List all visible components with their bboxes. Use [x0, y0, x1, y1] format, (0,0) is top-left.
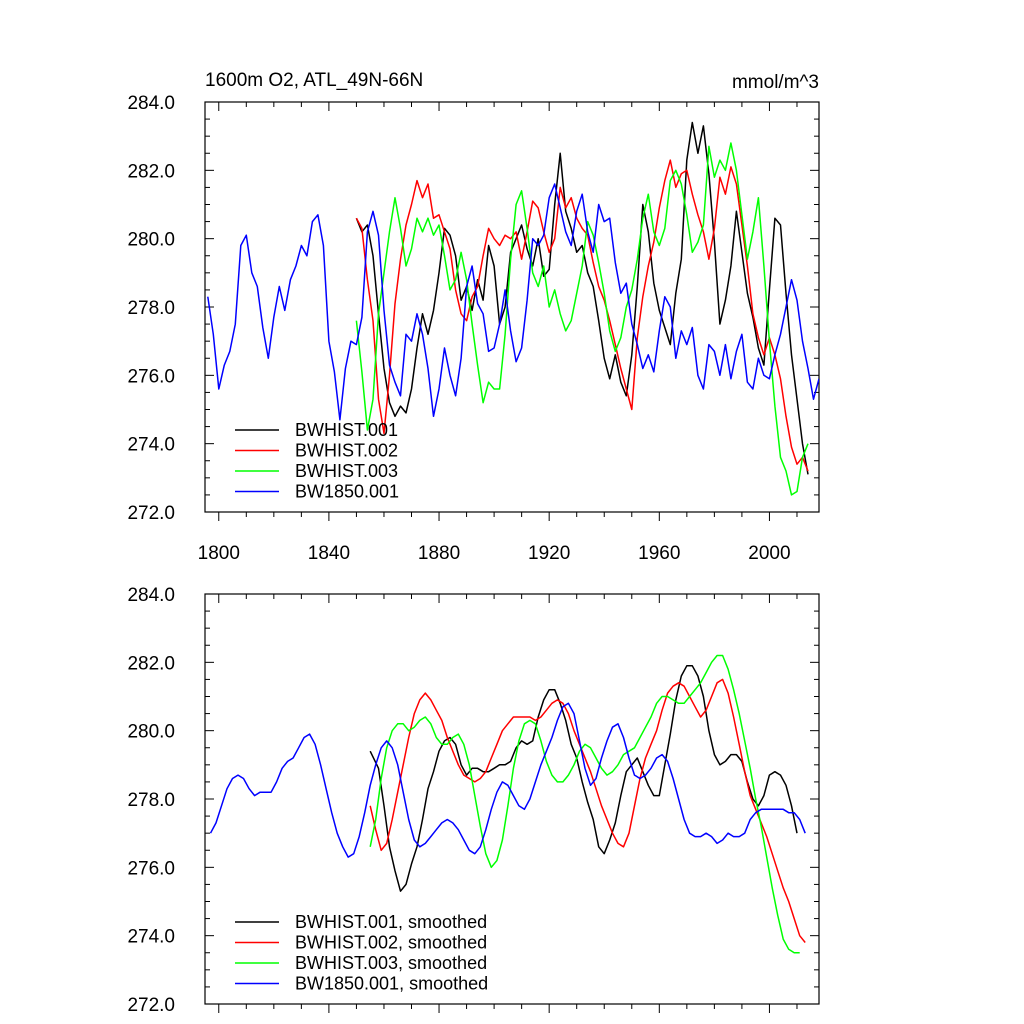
units-label: mmol/m^3	[732, 72, 819, 93]
y-tick-label: 276.0	[127, 858, 175, 879]
legend-label: BW1850.001	[295, 482, 399, 502]
legend-label: BWHIST.003, smoothed	[295, 953, 487, 973]
bottom-panel: 272.0 274.0 276.0 278.0 280.0 282.0 284.0 BWHIS…	[127, 585, 820, 1016]
y-tick-label: 276.0	[127, 366, 175, 387]
x-tick-label: 2000	[748, 543, 790, 564]
legend-label: BWHIST.002	[295, 441, 398, 461]
y-tick-label: 280.0	[127, 230, 175, 251]
series-line-1	[369, 665, 798, 892]
y-tick-label: 272.0	[127, 503, 175, 524]
y-tick-label: 284.0	[127, 93, 175, 114]
x-tick-label: 1800	[198, 543, 240, 564]
y-tick-label: 282.0	[127, 161, 175, 182]
series-line-3	[355, 142, 809, 496]
legend-label: BWHIST.003	[295, 461, 398, 481]
y-tick-label: 278.0	[127, 790, 175, 811]
y-tick-label: 284.0	[127, 585, 175, 606]
y-tick-label: 274.0	[127, 435, 175, 456]
legend-label: BWHIST.001, smoothed	[295, 912, 487, 932]
series-line-2	[355, 159, 809, 472]
x-tick-label: 1920	[528, 543, 570, 564]
y-tick-label: 272.0	[127, 995, 175, 1016]
x-tick-label: 1960	[638, 543, 680, 564]
y-tick-label: 280.0	[127, 722, 175, 743]
x-tick-label: 1840	[308, 543, 350, 564]
y-tick-label: 274.0	[127, 927, 175, 948]
chart-title: 1600m O2, ATL_49N-66N	[205, 70, 423, 91]
x-tick-label: 1880	[418, 543, 460, 564]
series-line-4	[207, 183, 819, 421]
series-line-2	[369, 678, 806, 943]
legend-label: BWHIST.002, smoothed	[295, 933, 487, 953]
y-tick-label: 282.0	[127, 653, 175, 674]
y-tick-label: 278.0	[127, 298, 175, 319]
legend-label: BW1850.001, smoothed	[295, 974, 488, 994]
series-line-3	[369, 654, 800, 954]
series-line-1	[355, 121, 809, 475]
legend-label: BWHIST.001	[295, 420, 398, 440]
series-line-4	[209, 702, 806, 858]
top-panel: 272.0 274.0 276.0 278.0 280.0 282.0 284.0 1800 1…	[127, 70, 820, 564]
